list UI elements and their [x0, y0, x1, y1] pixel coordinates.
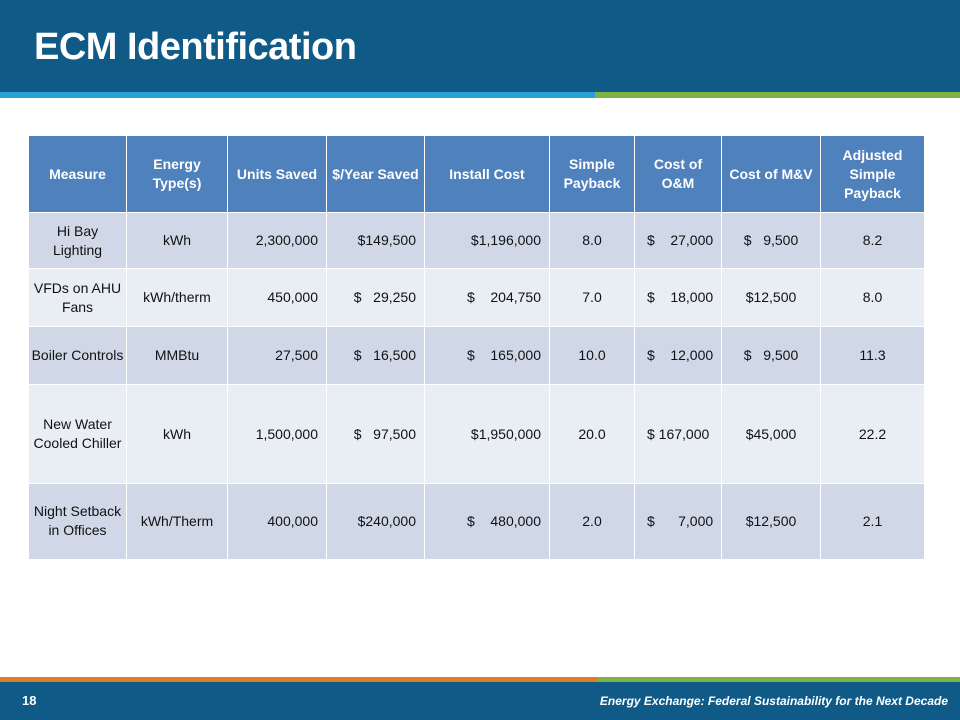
cell-cost-mv: $ 9,500	[721, 326, 821, 386]
header-cost-mv: Cost of M&V	[721, 135, 821, 213]
page-title: ECM Identification	[34, 26, 357, 68]
header-cost-om: Cost of O&M	[634, 135, 722, 213]
cell-simple-payback: 8.0	[549, 211, 635, 270]
cell-install-cost: $ 480,000	[424, 482, 550, 561]
accent-stripe-blue	[0, 92, 595, 98]
title-bar: ECM Identification	[0, 0, 960, 92]
cell-simple-payback: 2.0	[549, 482, 635, 561]
accent-stripe-orange	[0, 677, 598, 682]
footer-accent-stripe	[0, 677, 960, 682]
header-adjusted-payback: Adjusted Simple Payback	[820, 135, 925, 213]
header-year-saved: $/Year Saved	[326, 135, 425, 213]
cell-units-saved: 450,000	[227, 268, 327, 328]
cell-simple-payback: 20.0	[549, 384, 635, 484]
cell-install-cost: $1,196,000	[424, 211, 550, 270]
header-accent-stripe	[0, 92, 960, 98]
cell-cost-om: $ 7,000	[634, 482, 722, 561]
header-install-cost: Install Cost	[424, 135, 550, 213]
ecm-table-container: Measure Energy Type(s) Units Saved $/Yea…	[28, 135, 925, 561]
cell-year-saved: $ 97,500	[326, 384, 425, 484]
cell-adjusted-payback: 11.3	[820, 326, 925, 386]
table-header-row: Measure Energy Type(s) Units Saved $/Yea…	[28, 135, 925, 213]
cell-adjusted-payback: 8.0	[820, 268, 925, 328]
table-row: Hi Bay Lighting kWh 2,300,000 $149,500 $…	[28, 211, 925, 270]
cell-measure: Hi Bay Lighting	[28, 211, 127, 270]
cell-energy-type: kWh	[126, 384, 228, 484]
table-row: VFDs on AHU Fans kWh/therm 450,000 $ 29,…	[28, 268, 925, 328]
cell-units-saved: 2,300,000	[227, 211, 327, 270]
cell-cost-om: $ 167,000	[634, 384, 722, 484]
cell-adjusted-payback: 2.1	[820, 482, 925, 561]
cell-units-saved: 1,500,000	[227, 384, 327, 484]
accent-stripe-green-bottom	[598, 677, 960, 682]
table-row: Boiler Controls MMBtu 27,500 $ 16,500 $ …	[28, 326, 925, 386]
cell-cost-om: $ 12,000	[634, 326, 722, 386]
cell-install-cost: $ 204,750	[424, 268, 550, 328]
cell-cost-mv: $45,000	[721, 384, 821, 484]
cell-install-cost: $1,950,000	[424, 384, 550, 484]
header-units-saved: Units Saved	[227, 135, 327, 213]
cell-year-saved: $ 29,250	[326, 268, 425, 328]
cell-energy-type: kWh/therm	[126, 268, 228, 328]
header-simple-payback: Simple Payback	[549, 135, 635, 213]
cell-energy-type: kWh/Therm	[126, 482, 228, 561]
page-number: 18	[22, 693, 37, 708]
cell-simple-payback: 7.0	[549, 268, 635, 328]
cell-energy-type: kWh	[126, 211, 228, 270]
cell-cost-om: $ 18,000	[634, 268, 722, 328]
cell-units-saved: 400,000	[227, 482, 327, 561]
table-row: New Water Cooled Chiller kWh 1,500,000 $…	[28, 384, 925, 484]
cell-year-saved: $ 16,500	[326, 326, 425, 386]
cell-cost-mv: $12,500	[721, 482, 821, 561]
cell-measure: Boiler Controls	[28, 326, 127, 386]
cell-install-cost: $ 165,000	[424, 326, 550, 386]
cell-measure: Night Setback in Offices	[28, 482, 127, 561]
cell-energy-type: MMBtu	[126, 326, 228, 386]
header-measure: Measure	[28, 135, 127, 213]
cell-measure: VFDs on AHU Fans	[28, 268, 127, 328]
accent-stripe-green	[595, 92, 960, 98]
footer-text: Energy Exchange: Federal Sustainability …	[599, 694, 948, 708]
cell-simple-payback: 10.0	[549, 326, 635, 386]
footer-bar: 18 Energy Exchange: Federal Sustainabili…	[0, 682, 960, 720]
cell-cost-mv: $ 9,500	[721, 211, 821, 270]
cell-adjusted-payback: 8.2	[820, 211, 925, 270]
ecm-table: Measure Energy Type(s) Units Saved $/Yea…	[28, 135, 925, 561]
cell-year-saved: $240,000	[326, 482, 425, 561]
cell-year-saved: $149,500	[326, 211, 425, 270]
cell-measure: New Water Cooled Chiller	[28, 384, 127, 484]
cell-cost-om: $ 27,000	[634, 211, 722, 270]
cell-units-saved: 27,500	[227, 326, 327, 386]
cell-cost-mv: $12,500	[721, 268, 821, 328]
header-energy-type: Energy Type(s)	[126, 135, 228, 213]
cell-adjusted-payback: 22.2	[820, 384, 925, 484]
table-row: Night Setback in Offices kWh/Therm 400,0…	[28, 482, 925, 561]
